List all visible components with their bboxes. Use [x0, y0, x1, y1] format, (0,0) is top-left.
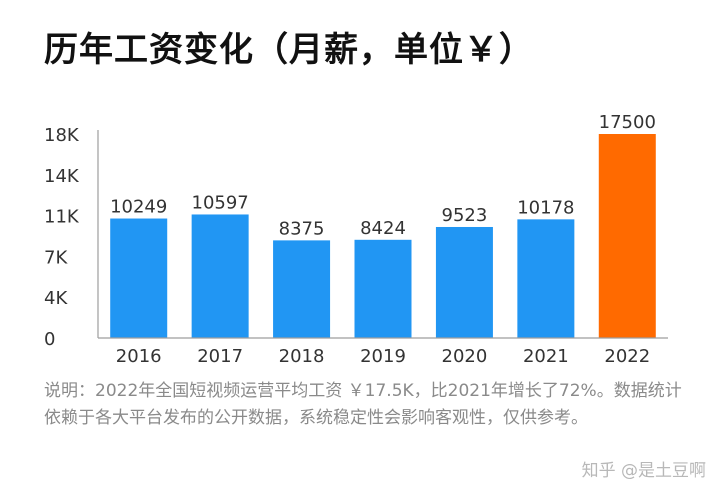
data-label: 8375	[279, 218, 325, 239]
x-tick-label: 2016	[116, 346, 162, 367]
y-tick-label: 18K	[44, 125, 80, 146]
x-tick-label: 2019	[360, 346, 406, 367]
x-axis: 2016 2017 2018 2019 2020 2021 2022	[98, 337, 668, 367]
y-tick-label: 14K	[44, 166, 80, 187]
x-tick-label: 2020	[442, 346, 488, 367]
x-tick-label: 2022	[604, 346, 650, 367]
data-label: 10178	[517, 197, 574, 218]
watermark: 知乎 @是土豆啊	[581, 461, 706, 481]
data-label: 8424	[360, 218, 406, 239]
bar	[354, 239, 412, 338]
bar	[435, 226, 493, 338]
data-label: 10249	[110, 197, 167, 218]
x-tick-label: 2018	[279, 346, 325, 367]
data-label: 17500	[599, 112, 656, 133]
x-tick-label: 2017	[197, 346, 243, 367]
bar-chart: 0 4K 7K 11K 14K 18K 10249 10597 8375 8424 9523 101…	[44, 112, 668, 367]
x-tick-label: 2021	[523, 346, 569, 367]
bars: 10249 10597 8375 8424 9523 10178 17500	[110, 112, 656, 338]
bar	[273, 240, 331, 338]
y-axis: 0 4K 7K 11K 14K 18K	[44, 125, 99, 350]
chart-title: 历年工资变化（月薪，单位￥）	[44, 30, 534, 70]
y-tick-label: 4K	[44, 288, 68, 309]
data-label: 10597	[192, 192, 249, 213]
y-tick-label: 11K	[44, 207, 80, 228]
y-tick-label: 7K	[44, 247, 68, 268]
bar	[110, 218, 168, 338]
y-tick-label: 0	[44, 329, 55, 350]
bar	[191, 214, 249, 338]
bar	[598, 134, 656, 338]
footnote: 说明：2022年全国短视频运营平均工资 ￥17.5K，比2021年增长了72%。…	[44, 381, 682, 428]
data-label: 9523	[442, 205, 488, 226]
bar	[517, 219, 575, 338]
